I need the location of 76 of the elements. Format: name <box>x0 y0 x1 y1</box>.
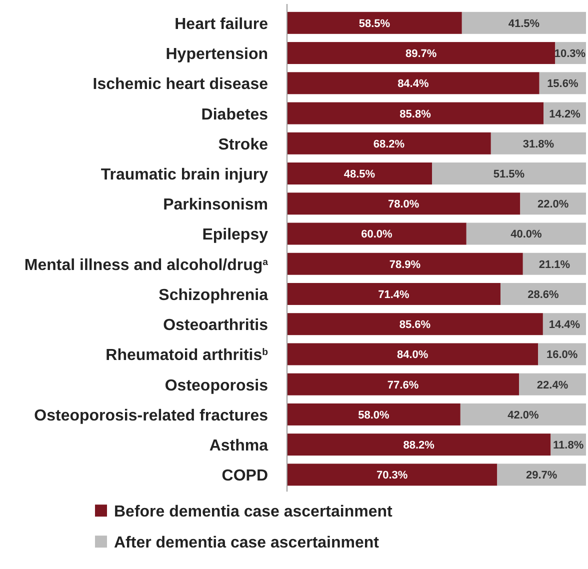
data-label: 22.0% <box>538 198 569 211</box>
bar <box>500 282 586 305</box>
bar <box>287 222 466 245</box>
data-label: 16.0% <box>546 349 578 362</box>
bar <box>287 12 462 34</box>
y-tick-label: Rheumatoid arthritis$^{b}$ <box>106 346 268 364</box>
y-tick-label: Osteoarthritis <box>163 317 268 334</box>
data-label: 88.2% <box>403 440 435 452</box>
data-label: 10.3% <box>554 48 586 60</box>
bar <box>460 403 586 426</box>
bar <box>287 162 432 184</box>
data-label: 29.7% <box>526 470 558 482</box>
data-label: 71.4% <box>378 288 410 301</box>
data-label: 41.5% <box>508 18 540 30</box>
y-tick-label: Osteoporosis-related fractures <box>34 407 268 424</box>
data-label: 89.7% <box>406 48 437 60</box>
bar <box>522 252 586 275</box>
bar <box>287 434 551 456</box>
bar <box>287 373 520 396</box>
bar <box>287 192 520 215</box>
bar <box>287 313 543 336</box>
data-label: 85.8% <box>400 108 432 120</box>
data-label: 42.0% <box>508 409 540 422</box>
bar <box>287 72 540 94</box>
bar <box>432 162 586 184</box>
bar <box>497 464 586 486</box>
bar <box>287 464 498 486</box>
data-label: 40.0% <box>510 228 542 241</box>
data-label: 22.4% <box>536 379 568 392</box>
data-label: 77.6% <box>387 379 419 392</box>
data-label: 58.5% <box>358 18 390 30</box>
bar <box>519 373 586 396</box>
data-label: 11.8% <box>553 440 584 452</box>
data-label: 84.0% <box>396 349 428 362</box>
bar <box>287 343 538 366</box>
data-label: 85.6% <box>399 319 431 332</box>
data-label: 14.4% <box>548 319 580 332</box>
y-tick-label: Heart failure <box>174 16 268 33</box>
data-label: 28.6% <box>528 288 560 301</box>
data-label: 70.3% <box>376 470 408 482</box>
data-label: 60.0% <box>361 228 393 241</box>
data-label: 48.5% <box>344 168 376 181</box>
data-label: 31.8% <box>522 138 554 150</box>
bar <box>287 42 556 64</box>
bar <box>490 132 586 154</box>
data-label: 58.0% <box>358 409 390 422</box>
data-label: 68.2% <box>373 138 405 150</box>
bar <box>462 12 586 34</box>
legend-label: After dementia case ascertainment <box>114 534 380 552</box>
bar <box>520 192 586 215</box>
data-label: 15.6% <box>547 78 578 90</box>
data-label: 78.0% <box>388 198 420 211</box>
bar <box>287 252 523 275</box>
y-tick-label: Asthma <box>209 438 268 455</box>
y-tick-label: Mental illness and alcohol/drug$^{a}$ <box>24 256 269 274</box>
y-tick-label: Hypertension <box>166 46 268 64</box>
y-tick-label: Epilepsy <box>202 226 268 244</box>
bar <box>466 222 586 245</box>
y-tick-label: Traumatic brain injury <box>100 166 268 184</box>
y-tick-label: Ischemic heart disease <box>92 76 268 94</box>
y-tick-label: Schizophrenia <box>158 286 268 304</box>
data-label: 14.2% <box>549 108 581 120</box>
bar <box>287 132 491 154</box>
y-tick-label: Parkinsonism <box>163 196 268 214</box>
bar <box>287 282 500 305</box>
y-tick-label: Stroke <box>218 136 268 154</box>
y-tick-label: Diabetes <box>201 106 268 124</box>
data-label: 21.1% <box>538 258 570 271</box>
bar <box>287 102 544 124</box>
bar <box>287 403 460 426</box>
data-label: 78.9% <box>389 258 421 271</box>
data-label: 51.5% <box>493 168 525 181</box>
data-label: 84.4% <box>398 78 429 90</box>
y-tick-label: COPD <box>222 468 268 485</box>
y-tick-label: Osteoporosis <box>164 377 268 394</box>
legend-label: Before dementia case ascertainment <box>114 504 394 521</box>
